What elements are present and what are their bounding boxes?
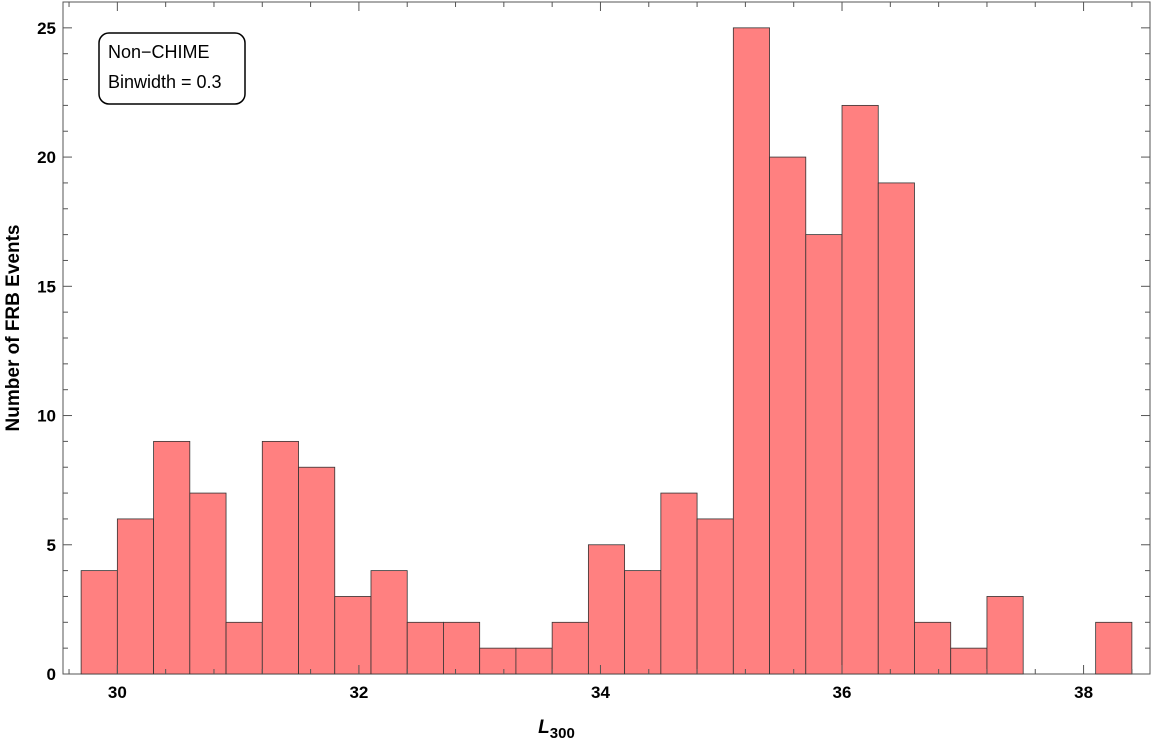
histogram-bar — [660, 492, 698, 675]
histogram-bar — [1095, 621, 1133, 675]
legend-border — [98, 32, 246, 105]
y-tick-label: 10 — [37, 407, 56, 426]
histogram-bar — [696, 518, 734, 675]
x-axis-ticks: 30 32 34 36 38 — [68, 2, 1133, 702]
histogram-bar — [225, 621, 263, 675]
histogram-bar — [153, 440, 191, 675]
bars-group — [80, 27, 1133, 675]
histogram-bar — [805, 234, 843, 675]
histogram-bar — [515, 647, 553, 675]
histogram-bar — [914, 621, 952, 675]
x-axis-label-subscript: 300 — [550, 725, 575, 740]
y-tick-label: 0 — [47, 665, 56, 684]
x-tick-label: 38 — [1074, 683, 1093, 702]
x-tick-label: 30 — [108, 683, 127, 702]
y-tick-label: 5 — [47, 536, 56, 555]
histogram-bar — [116, 518, 154, 675]
histogram-bar — [732, 27, 770, 675]
histogram-bar — [80, 570, 118, 675]
histogram-bar — [261, 440, 299, 675]
y-axis-ticks: 0 5 10 15 20 25 — [37, 1, 1150, 684]
y-tick-label: 25 — [37, 19, 56, 38]
x-tick-label: 36 — [833, 683, 852, 702]
x-axis-label: L300 — [538, 717, 575, 740]
legend-line-binwidth: Binwidth = 0.3 — [108, 72, 222, 92]
y-axis-label: Number of FRB Events — [3, 225, 24, 432]
histogram-bar — [624, 570, 662, 675]
histogram-bar — [298, 466, 336, 675]
legend-line-dataset: Non−CHIME — [108, 42, 210, 62]
histogram-bar — [769, 156, 807, 675]
histogram-bar — [587, 544, 626, 675]
x-tick-label: 32 — [349, 683, 368, 702]
histogram-bar — [551, 621, 589, 675]
histogram-bar — [986, 596, 1024, 675]
histogram-bar — [334, 596, 372, 675]
y-tick-label: 15 — [37, 277, 56, 296]
legend-box: Non−CHIME Binwidth = 0.3 — [98, 32, 246, 105]
histogram-bar — [877, 182, 915, 675]
histogram-bar — [406, 621, 444, 675]
histogram-bar — [950, 647, 988, 675]
histogram-bar — [189, 492, 227, 675]
histogram-bar — [370, 570, 408, 675]
histogram-bar — [479, 647, 517, 675]
histogram-bar — [841, 104, 879, 675]
x-tick-label: 34 — [591, 683, 610, 702]
x-axis-label-main: L — [538, 717, 550, 738]
y-tick-label: 20 — [37, 148, 56, 167]
histogram-bar — [443, 621, 481, 675]
